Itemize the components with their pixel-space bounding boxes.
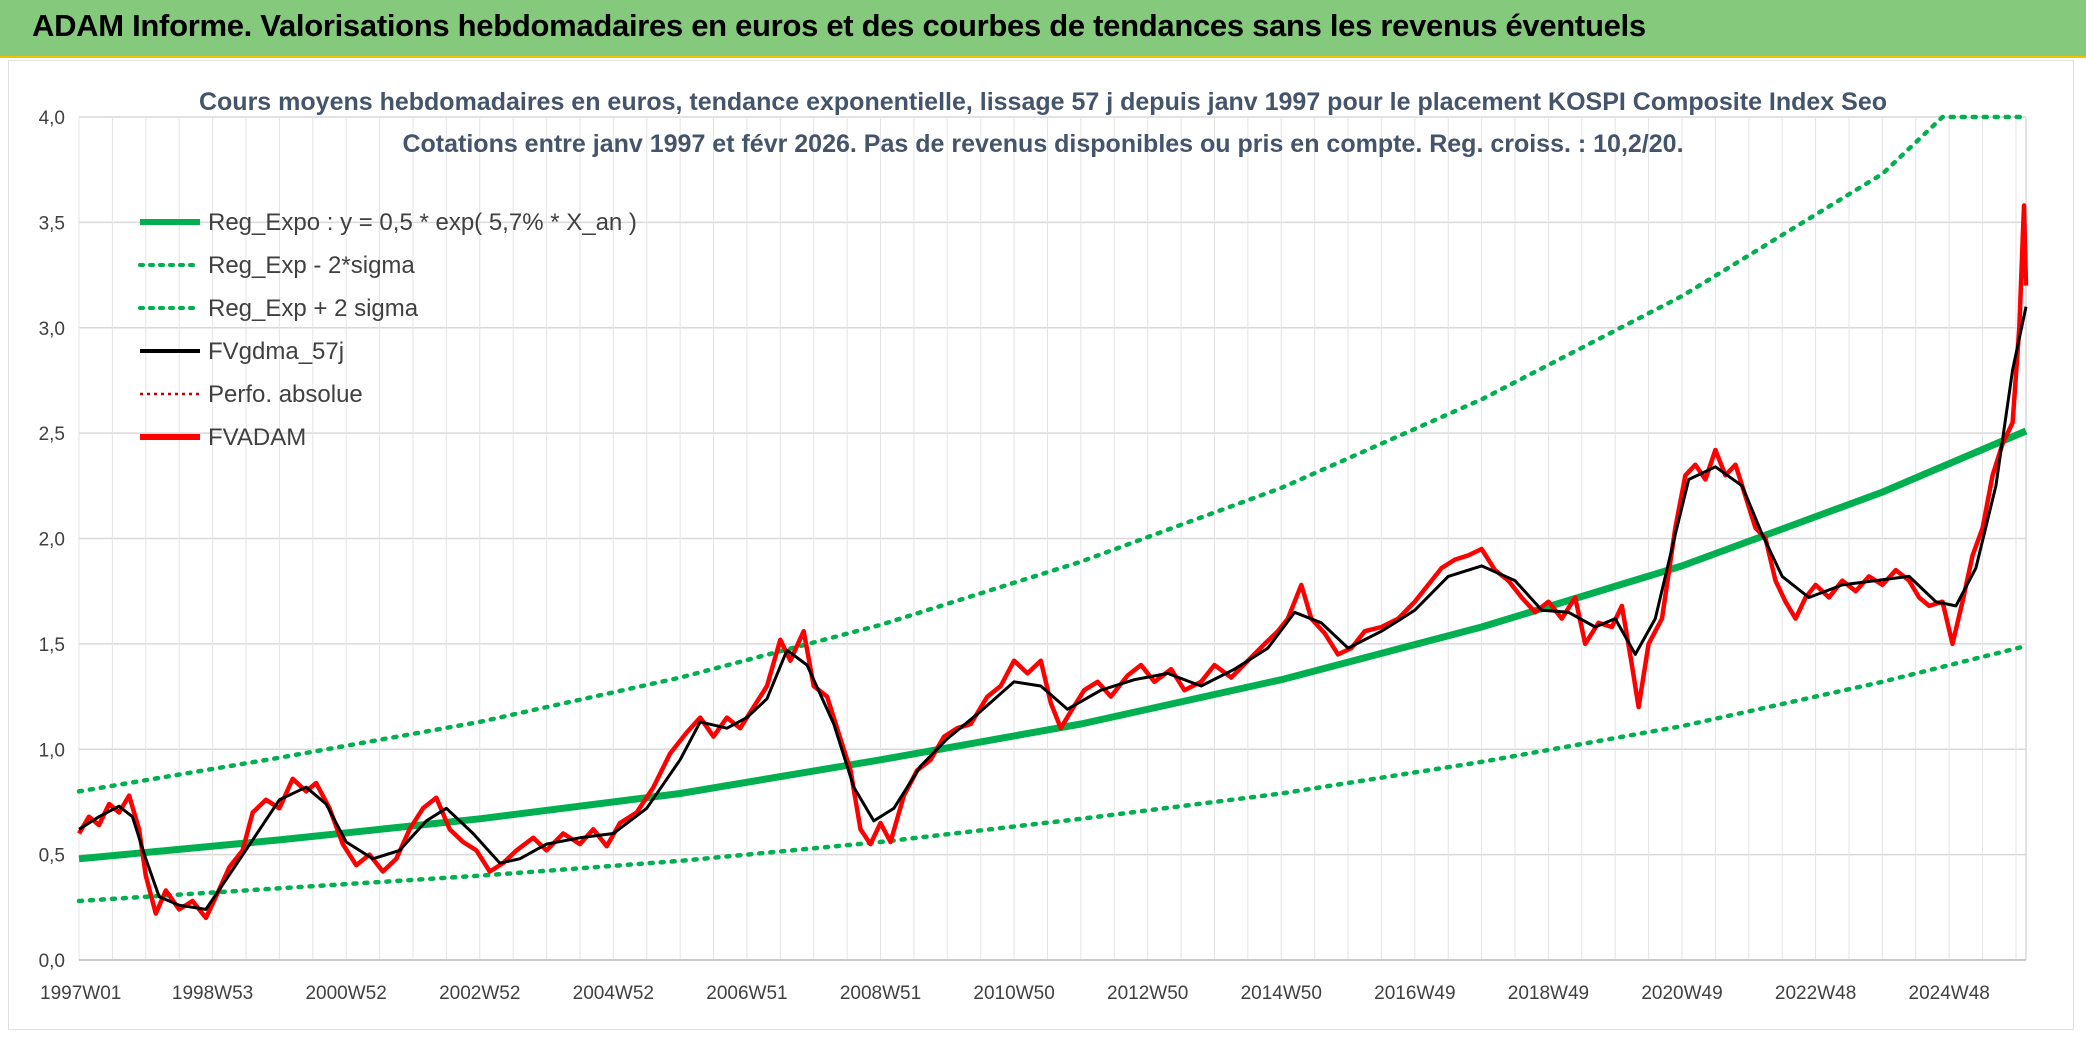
report-banner: ADAM Informe. Valorisations hebdomadaire…	[0, 0, 2086, 58]
subtitle-line-2: Cotations entre janv 1997 et févr 2026. …	[402, 130, 1683, 158]
legend: Reg_Expo : y = 0,5 * exp( 5,7% * X_an ) R…	[138, 209, 637, 451]
legend-item: Reg_Expo : y = 0,5 * exp( 5,7% * X_an )	[140, 209, 637, 236]
legend-label: Reg_Expo : y = 0,5 * exp( 5,7% * X_an )	[208, 209, 637, 236]
y-tick-label: 3,5	[39, 213, 65, 234]
x-tick-label: 2004W52	[573, 983, 654, 1004]
series-layer	[76, 114, 2029, 921]
x-tick-label: 2024W48	[1909, 983, 1990, 1004]
axis-layer: 0,0 0,5 1,0 1,5 2,0 2,5 3,0 3,5 4,0 1997W01 1998W5…	[39, 108, 2026, 1004]
y-tick-label: 2,5	[39, 424, 65, 445]
subtitle-line-1: Cours moyens hebdomadaires en euros, ten…	[199, 88, 1887, 116]
y-tick-label: 0,5	[39, 846, 65, 867]
x-tick-label: 1997W01	[40, 983, 121, 1004]
series-fvadam	[77, 203, 2029, 921]
legend-label: FVgdma_57j	[208, 338, 344, 365]
series-reg-exp-minus-2sigma	[76, 643, 2029, 904]
legend-item: Reg_Exp + 2 sigma	[138, 295, 419, 322]
y-tick-label: 3,0	[39, 319, 65, 340]
chart-subtitle: Cours moyens hebdomadaires en euros, ten…	[199, 88, 1887, 158]
legend-item: Perfo. absolue	[140, 381, 363, 408]
x-tick-label: 2006W51	[706, 983, 787, 1004]
x-tick-label: 2014W50	[1241, 983, 1322, 1004]
legend-label: Perfo. absolue	[208, 381, 363, 408]
legend-item: FVADAM	[140, 424, 306, 451]
legend-label: FVADAM	[208, 424, 306, 451]
legend-label: Reg_Exp - 2*sigma	[208, 252, 415, 279]
x-tick-label: 2010W50	[973, 983, 1054, 1004]
x-tick-label: 2016W49	[1374, 983, 1455, 1004]
x-tick-label: 2022W48	[1775, 983, 1856, 1004]
legend-item: FVgdma_57j	[140, 338, 344, 365]
x-tick-label: 2000W52	[305, 983, 386, 1004]
y-tick-label: 0,0	[39, 951, 65, 972]
series-reg-expo	[78, 427, 2028, 863]
x-tick-label: 2002W52	[439, 983, 520, 1004]
x-tick-label: 2008W51	[840, 983, 921, 1004]
y-tick-label: 1,0	[39, 740, 65, 761]
y-tick-label: 1,5	[39, 635, 65, 656]
legend-label: Reg_Exp + 2 sigma	[208, 295, 419, 322]
x-tick-label: 1998W53	[172, 983, 253, 1004]
series-fvgdma-57j	[78, 306, 2028, 911]
y-tick-label: 4,0	[39, 108, 65, 129]
report-title: ADAM Informe. Valorisations hebdomadaire…	[32, 8, 1646, 43]
x-tick-label: 2020W49	[1641, 983, 1722, 1004]
x-tick-label: 2012W50	[1107, 983, 1188, 1004]
chart-frame	[8, 60, 2074, 1030]
y-tick-label: 2,0	[39, 530, 65, 551]
legend-item: Reg_Exp - 2*sigma	[138, 252, 415, 279]
series-reg-exp-plus-2sigma	[76, 114, 2029, 794]
x-tick-label: 2018W49	[1508, 983, 1589, 1004]
grid-layer	[78, 116, 2027, 961]
